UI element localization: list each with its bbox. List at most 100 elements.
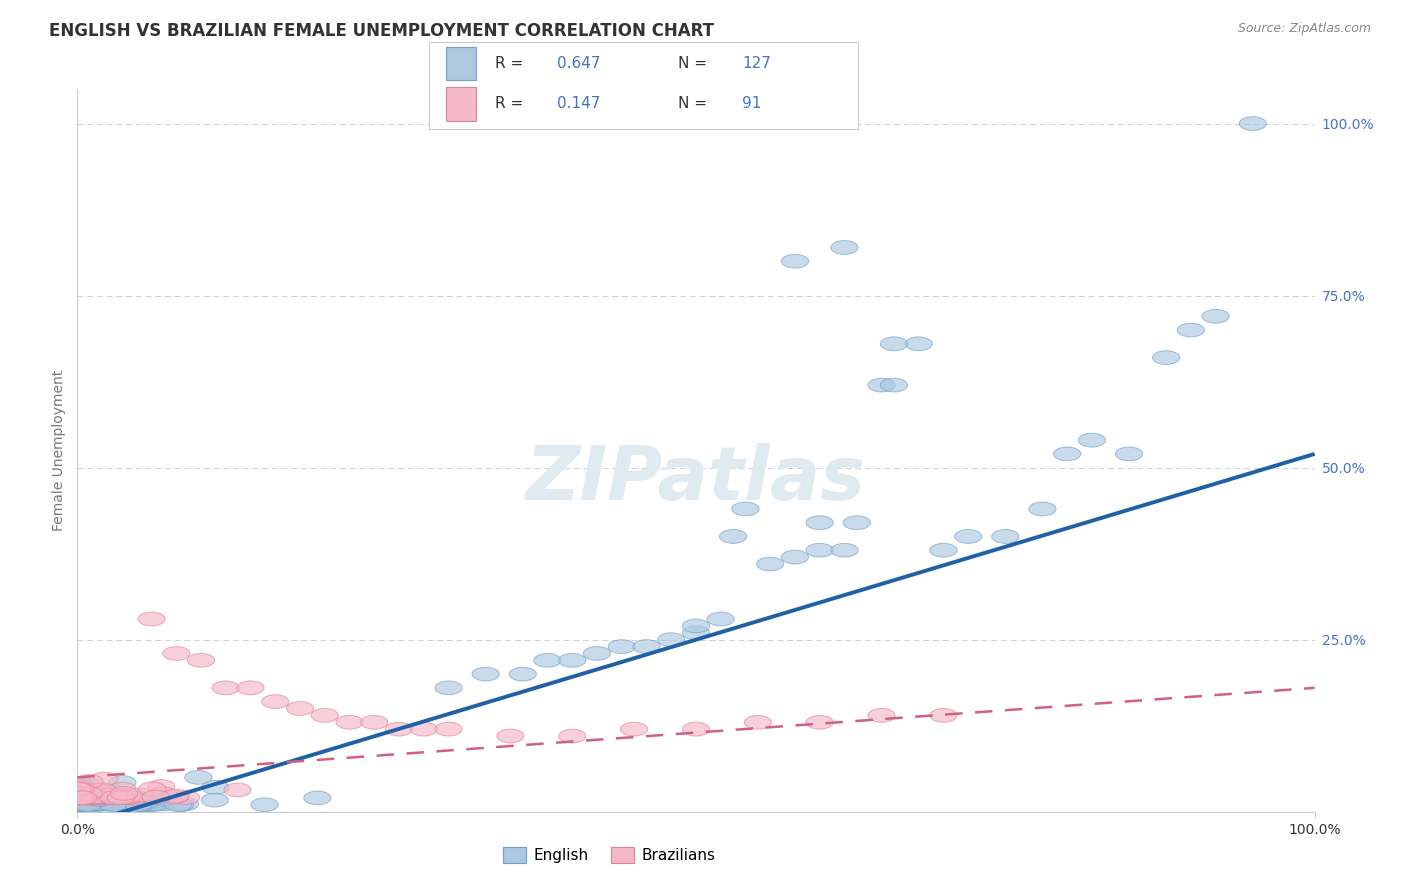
Ellipse shape: [139, 782, 166, 796]
Ellipse shape: [142, 794, 170, 808]
Ellipse shape: [165, 797, 191, 812]
Ellipse shape: [880, 337, 907, 351]
Ellipse shape: [91, 797, 118, 810]
Ellipse shape: [89, 783, 117, 797]
Ellipse shape: [69, 796, 97, 810]
Ellipse shape: [118, 797, 146, 811]
Ellipse shape: [94, 797, 122, 811]
Ellipse shape: [110, 797, 138, 812]
Ellipse shape: [121, 791, 148, 805]
Ellipse shape: [756, 558, 783, 571]
Ellipse shape: [83, 797, 111, 812]
Ellipse shape: [70, 782, 98, 797]
Ellipse shape: [75, 797, 101, 812]
Ellipse shape: [65, 793, 93, 807]
Ellipse shape: [131, 796, 157, 809]
Ellipse shape: [929, 708, 957, 723]
Ellipse shape: [1239, 117, 1267, 130]
Ellipse shape: [67, 780, 96, 794]
Ellipse shape: [70, 796, 97, 810]
Ellipse shape: [96, 789, 124, 802]
Y-axis label: Female Unemployment: Female Unemployment: [52, 370, 66, 531]
Ellipse shape: [70, 788, 97, 801]
Ellipse shape: [96, 797, 122, 811]
Ellipse shape: [66, 791, 94, 805]
Ellipse shape: [163, 647, 190, 660]
Ellipse shape: [87, 797, 114, 810]
Ellipse shape: [67, 787, 96, 800]
Ellipse shape: [86, 789, 112, 803]
Ellipse shape: [89, 797, 117, 811]
Ellipse shape: [831, 543, 858, 558]
Ellipse shape: [89, 793, 117, 807]
Ellipse shape: [65, 789, 93, 804]
Ellipse shape: [65, 782, 91, 796]
Ellipse shape: [75, 791, 103, 805]
Ellipse shape: [79, 790, 107, 805]
Ellipse shape: [66, 791, 93, 805]
Ellipse shape: [69, 797, 97, 811]
Ellipse shape: [67, 787, 94, 800]
Ellipse shape: [262, 695, 288, 708]
Ellipse shape: [76, 795, 104, 808]
Ellipse shape: [70, 793, 98, 806]
Ellipse shape: [166, 798, 194, 812]
Ellipse shape: [75, 778, 103, 792]
Ellipse shape: [73, 796, 101, 810]
Ellipse shape: [65, 788, 93, 801]
Ellipse shape: [385, 723, 412, 736]
Ellipse shape: [129, 798, 156, 812]
Ellipse shape: [63, 780, 91, 794]
Ellipse shape: [97, 790, 124, 804]
Ellipse shape: [65, 790, 91, 805]
Ellipse shape: [782, 550, 808, 564]
Ellipse shape: [110, 782, 136, 797]
Text: N =: N =: [678, 56, 711, 71]
Ellipse shape: [86, 790, 112, 805]
Ellipse shape: [66, 783, 94, 797]
Ellipse shape: [115, 791, 143, 805]
Legend: English, Brazilians: English, Brazilians: [496, 841, 723, 869]
Ellipse shape: [496, 729, 524, 743]
Ellipse shape: [82, 797, 108, 812]
Ellipse shape: [707, 612, 734, 626]
Ellipse shape: [115, 797, 142, 812]
Ellipse shape: [124, 797, 152, 811]
Ellipse shape: [115, 789, 142, 803]
Ellipse shape: [929, 543, 957, 558]
Ellipse shape: [82, 797, 110, 810]
Ellipse shape: [160, 790, 188, 804]
Text: R =: R =: [495, 56, 529, 71]
Ellipse shape: [434, 681, 463, 695]
Ellipse shape: [66, 790, 93, 805]
Ellipse shape: [67, 797, 96, 812]
Ellipse shape: [65, 797, 93, 811]
Ellipse shape: [73, 791, 100, 805]
Ellipse shape: [80, 786, 107, 799]
Ellipse shape: [124, 791, 150, 805]
FancyBboxPatch shape: [446, 47, 477, 80]
Ellipse shape: [63, 789, 91, 802]
Ellipse shape: [558, 729, 586, 743]
Ellipse shape: [806, 715, 834, 729]
Text: 127: 127: [742, 56, 770, 71]
Ellipse shape: [201, 793, 228, 807]
Ellipse shape: [955, 530, 981, 543]
Ellipse shape: [73, 791, 100, 805]
Ellipse shape: [76, 774, 103, 789]
Ellipse shape: [187, 654, 215, 667]
Ellipse shape: [80, 787, 107, 801]
Ellipse shape: [65, 791, 91, 805]
Ellipse shape: [86, 791, 112, 805]
Ellipse shape: [304, 791, 330, 805]
Ellipse shape: [868, 708, 896, 723]
Ellipse shape: [80, 797, 108, 811]
Ellipse shape: [100, 791, 128, 805]
Ellipse shape: [87, 797, 114, 811]
Ellipse shape: [509, 667, 536, 681]
Ellipse shape: [76, 797, 104, 811]
Ellipse shape: [70, 790, 97, 805]
Ellipse shape: [65, 797, 91, 811]
Ellipse shape: [65, 797, 91, 811]
Ellipse shape: [90, 772, 118, 786]
